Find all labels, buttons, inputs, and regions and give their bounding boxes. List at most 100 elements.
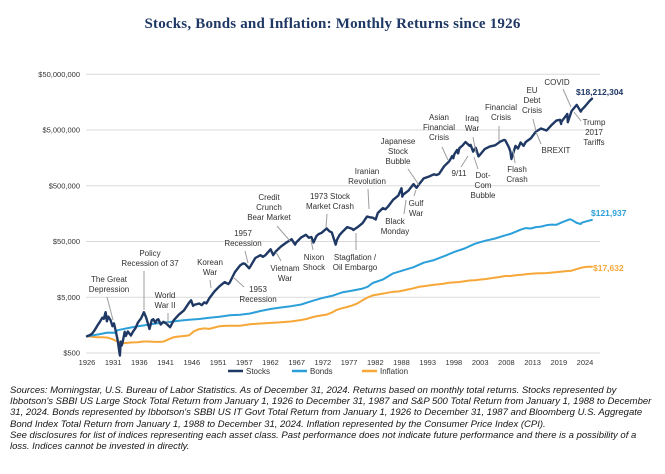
- annotation-leader-line: [441, 146, 449, 161]
- annotation-label: War: [409, 209, 424, 218]
- annotation-label: COVID: [544, 78, 570, 87]
- x-axis-labels: 1926 1931 1936 1941 1946 1951 1957 1962 1967 1972…: [79, 358, 594, 367]
- annotation-label: Bear Market: [247, 213, 291, 222]
- x-tick-label: 1993: [419, 358, 436, 367]
- x-tick-label: 2019: [550, 358, 567, 367]
- annotation-label: Crash: [506, 175, 527, 184]
- annotation-leader-line: [562, 88, 572, 108]
- y-tick-label: $500,000: [49, 181, 80, 190]
- annotation-label: Monday: [381, 227, 409, 236]
- annotation-label: Dot-: [475, 171, 490, 180]
- chart-canvas: $50,000,000 $5,000,000 $500,000 $50,000 $5,0…: [38, 70, 627, 376]
- annotation-leader-line: [325, 213, 328, 229]
- annotation-label: Japanese: [381, 137, 416, 146]
- annotation-label: Stock: [388, 147, 409, 156]
- legend-label-bonds: Bonds: [310, 367, 333, 376]
- annotation-label: Recession: [239, 295, 276, 304]
- end-value-label-bonds: $121,937: [591, 208, 627, 218]
- annotation-label: Market Crash: [306, 202, 354, 211]
- x-tick-label: 1977: [341, 358, 358, 367]
- end-value-label-stocks: $18,212,304: [576, 87, 624, 97]
- annotation-label: Depression: [89, 285, 129, 294]
- annotation-label: Debt: [524, 96, 542, 105]
- annotation-label: War II: [154, 301, 175, 310]
- annotation-label: World: [155, 291, 176, 300]
- annotation-leader-line: [310, 239, 314, 251]
- x-tick-label: 2008: [498, 358, 515, 367]
- x-tick-label: 2013: [524, 358, 541, 367]
- annotation-label: Asian: [429, 113, 449, 122]
- footnotes: Sources: Morningstar, U.S. Bureau of Lab…: [10, 385, 658, 452]
- annotation-leader-line: [244, 250, 249, 264]
- annotation-label: Recession of 37: [121, 259, 179, 268]
- x-tick-label: 2024: [577, 358, 594, 367]
- annotation-label: Com: [475, 181, 492, 190]
- x-tick-label: 1998: [446, 358, 463, 367]
- annotation-label: EU: [526, 86, 537, 95]
- annotation-label: Iraq: [465, 114, 479, 123]
- annotation-leader-line: [106, 296, 114, 321]
- annotation-label: Credit: [258, 193, 280, 202]
- annotation-label: 1953: [249, 285, 267, 294]
- x-tick-label: 1941: [157, 358, 174, 367]
- y-tick-label: $5,000,000: [42, 126, 80, 135]
- annotation-leader-line: [367, 188, 370, 210]
- annotation-label: Financial: [485, 103, 517, 112]
- annotation-label: Policy: [139, 249, 160, 258]
- annotation-label: The Great: [91, 275, 128, 284]
- annotation-label: Black: [385, 217, 406, 226]
- x-tick-label: 1926: [79, 358, 96, 367]
- annotation-leader-line: [512, 149, 516, 164]
- x-tick-label: 1962: [262, 358, 279, 367]
- x-tick-label: 1957: [236, 358, 253, 367]
- x-tick-label: 1936: [131, 358, 148, 367]
- annotation-leader-line: [535, 131, 542, 145]
- x-tick-label: 1967: [288, 358, 305, 367]
- annotation-leader-line: [532, 118, 537, 132]
- annotation-label: Recession: [224, 239, 261, 248]
- annotation-leader-line: [573, 111, 582, 122]
- annotation-label: Tariffs: [583, 138, 604, 147]
- legend-label-stocks: Stocks: [246, 367, 270, 376]
- annotation-label: Crisis: [429, 133, 449, 142]
- annotation-label: Bubble: [386, 157, 411, 166]
- annotation-label: Revolution: [348, 177, 386, 186]
- x-tick-label: 1988: [393, 358, 410, 367]
- y-tick-label: $50,000: [53, 237, 80, 246]
- series-bonds-line: [86, 218, 593, 338]
- annotation-leader-line: [473, 156, 479, 170]
- annotation-leader-line: [276, 225, 291, 242]
- annotation-label: Gulf: [409, 199, 424, 208]
- annotation-label: War: [278, 274, 293, 283]
- annotation-label: Shock: [303, 263, 326, 272]
- y-tick-label: $50,000,000: [38, 70, 80, 79]
- annotation-label: 2017: [585, 128, 603, 137]
- annotation-label: Vietnam: [270, 264, 300, 273]
- annotation-leader-line: [403, 199, 407, 215]
- annotation-label: Trump: [583, 118, 606, 127]
- annotation-leader-line: [275, 251, 282, 262]
- annotation-leader-line: [209, 279, 212, 289]
- legend-label-inflation: Inflation: [380, 367, 408, 376]
- annotation-label: Crisis: [522, 106, 542, 115]
- y-axis-labels: $50,000,000 $5,000,000 $500,000 $50,000 $5,0…: [38, 70, 80, 358]
- annotation-label: 1973 Stock: [310, 192, 351, 201]
- series-inflation-line: [86, 265, 593, 345]
- x-tick-label: 1931: [105, 358, 122, 367]
- annotation-label: 9/11: [452, 169, 468, 178]
- annotation-label: Stagflation /: [334, 253, 377, 262]
- annotation-leader-line: [472, 136, 477, 154]
- x-tick-label: 1972: [315, 358, 332, 367]
- x-tick-label: 1951: [210, 358, 227, 367]
- annotation-label: Flash: [507, 165, 527, 174]
- source-note: Sources: Morningstar, U.S. Bureau of Lab…: [10, 385, 652, 430]
- chart-title: Stocks, Bonds and Inflation: Monthly Ret…: [144, 16, 521, 32]
- annotation-label: Korean: [197, 258, 223, 267]
- annotation-leader-line: [232, 276, 245, 288]
- legend: Stocks Bonds Inflation: [228, 367, 408, 376]
- annotation-leader-line: [407, 168, 420, 186]
- x-tick-label: 1982: [367, 358, 384, 367]
- gridlines: [86, 73, 600, 354]
